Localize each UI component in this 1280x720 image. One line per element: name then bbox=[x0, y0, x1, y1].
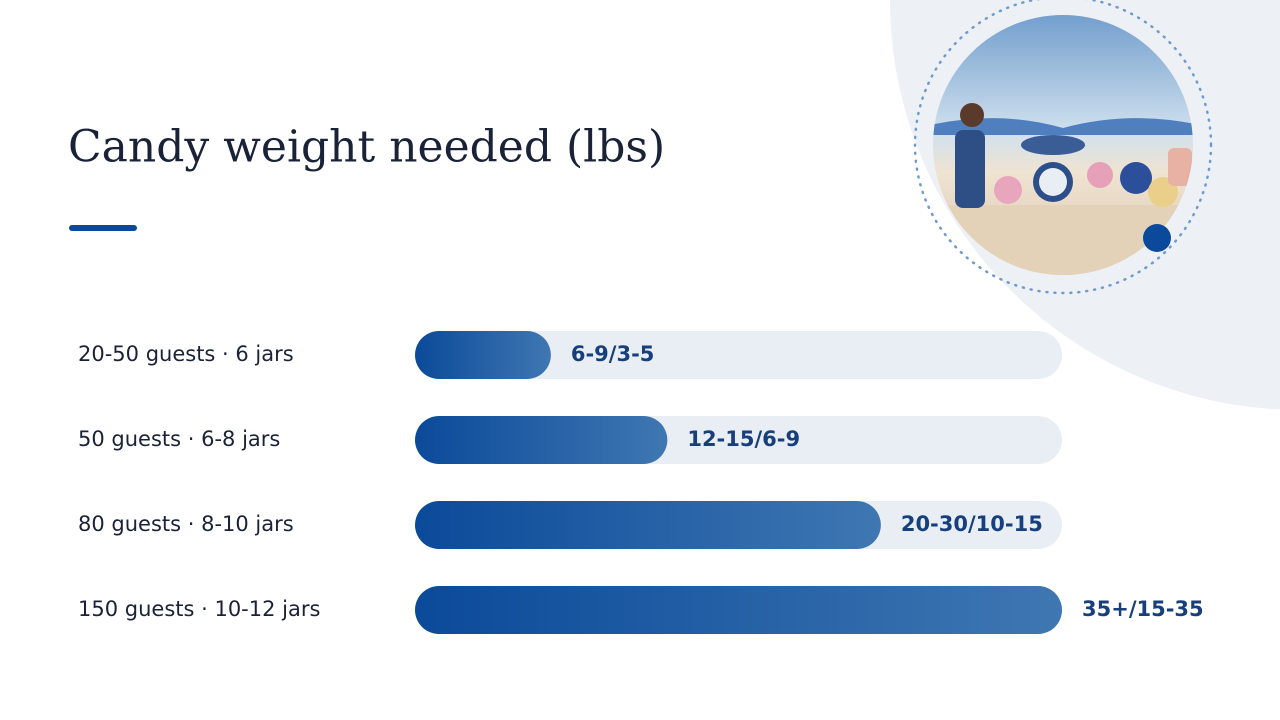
bar bbox=[415, 331, 551, 379]
value-label: 20-30/10-15 bbox=[901, 512, 1043, 536]
value-label: 12-15/6-9 bbox=[687, 427, 800, 451]
value-label: 35+/15-35 bbox=[1082, 597, 1204, 621]
category-label: 80 guests · 8-10 jars bbox=[78, 512, 294, 536]
bar bbox=[415, 501, 881, 549]
title-underline bbox=[69, 225, 137, 231]
value-label: 6-9/3-5 bbox=[571, 342, 655, 366]
category-label: 150 guests · 10-12 jars bbox=[78, 597, 320, 621]
dotted-ring bbox=[913, 0, 1213, 295]
bar-track bbox=[415, 331, 1062, 379]
category-label: 50 guests · 6-8 jars bbox=[78, 427, 280, 451]
decor-dot bbox=[1143, 224, 1171, 252]
category-label: 20-50 guests · 6 jars bbox=[78, 342, 294, 366]
bar bbox=[415, 416, 668, 464]
bar bbox=[415, 586, 1062, 634]
title: Candy weight needed (lbs) bbox=[68, 122, 665, 173]
